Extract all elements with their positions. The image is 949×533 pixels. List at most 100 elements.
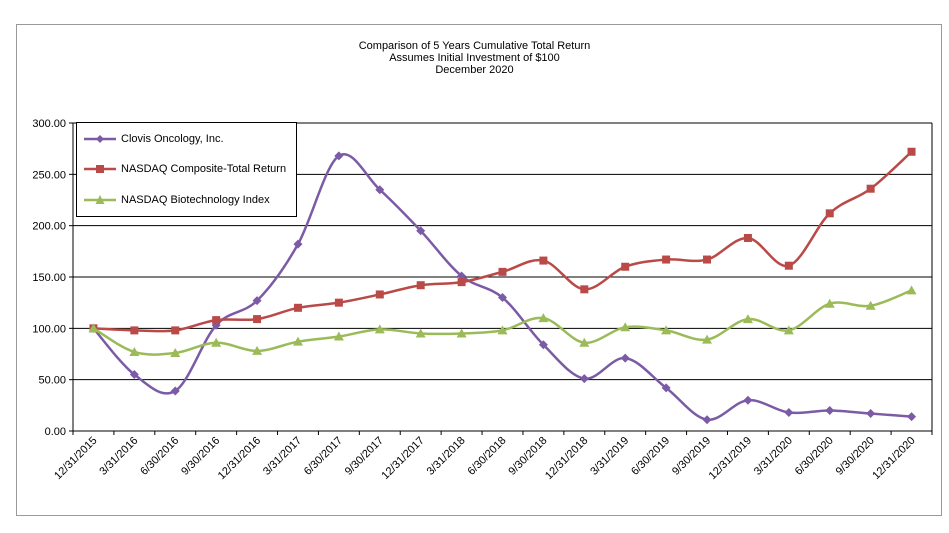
data-point-nasdaq-composite bbox=[825, 209, 834, 218]
x-tick-label: 12/31/2015 bbox=[52, 435, 99, 482]
data-point-nasdaq-biotech bbox=[906, 285, 917, 295]
legend-label-nasdaq-biotech: NASDAQ Biotechnology Index bbox=[121, 194, 270, 206]
legend-label-clovis: Clovis Oncology, Inc. bbox=[121, 133, 224, 145]
chart-frame bbox=[16, 24, 942, 516]
legend-label-nasdaq-composite: NASDAQ Composite-Total Return bbox=[121, 163, 287, 175]
data-point-clovis bbox=[579, 374, 589, 384]
data-point-nasdaq-composite bbox=[416, 281, 425, 290]
data-point-clovis bbox=[170, 386, 180, 396]
x-tick-label: 12/31/2019 bbox=[707, 435, 754, 482]
data-point-nasdaq-biotech bbox=[292, 336, 303, 346]
data-point-nasdaq-biotech bbox=[702, 334, 713, 344]
legend-marker-nasdaq-composite-icon bbox=[84, 165, 116, 173]
data-point-clovis bbox=[293, 239, 303, 249]
x-tick-label: 9/30/2018 bbox=[506, 435, 549, 478]
legend-marker-clovis-icon bbox=[84, 135, 116, 143]
data-point-nasdaq-biotech bbox=[211, 337, 222, 347]
x-tick-label: 3/31/2018 bbox=[425, 435, 468, 478]
data-point-nasdaq-composite bbox=[498, 267, 507, 276]
legend: Clovis Oncology, Inc. NASDAQ Composite-T… bbox=[76, 122, 297, 217]
legend-item-nasdaq-composite: NASDAQ Composite-Total Return bbox=[83, 162, 286, 176]
data-point-nasdaq-biotech bbox=[333, 331, 344, 341]
data-point-nasdaq-biotech bbox=[456, 328, 467, 338]
data-point-nasdaq-biotech bbox=[374, 324, 385, 334]
x-tick-label: 6/30/2017 bbox=[302, 435, 345, 478]
x-tick-label: 3/31/2016 bbox=[97, 435, 140, 478]
data-point-nasdaq-biotech bbox=[783, 325, 794, 335]
x-tick-label: 3/31/2017 bbox=[261, 435, 304, 478]
x-tick-label: 9/30/2016 bbox=[179, 435, 222, 478]
x-tick-label: 6/30/2020 bbox=[793, 435, 836, 478]
data-point-nasdaq-composite bbox=[212, 316, 221, 325]
data-point-clovis bbox=[620, 353, 630, 363]
data-point-nasdaq-composite bbox=[621, 262, 630, 271]
data-point-nasdaq-composite bbox=[907, 147, 916, 156]
series-nasdaq-biotech bbox=[88, 285, 917, 357]
x-tick-label: 6/30/2018 bbox=[466, 435, 509, 478]
data-point-clovis bbox=[743, 395, 753, 405]
data-point-nasdaq-biotech bbox=[620, 322, 631, 332]
y-tick-label: 200.00 bbox=[32, 221, 66, 233]
data-point-clovis bbox=[825, 405, 835, 415]
data-point-nasdaq-biotech bbox=[497, 325, 508, 335]
data-point-clovis bbox=[907, 412, 917, 422]
x-tick-label: 9/30/2019 bbox=[670, 435, 713, 478]
data-point-clovis bbox=[498, 293, 507, 303]
data-point-nasdaq-composite bbox=[743, 233, 752, 242]
x-tick-label: 12/31/2020 bbox=[870, 435, 917, 482]
data-point-clovis bbox=[129, 370, 139, 380]
legend-marker-nasdaq-biotech-icon bbox=[84, 195, 116, 204]
data-point-clovis bbox=[784, 408, 794, 418]
x-tick-label: 3/31/2020 bbox=[752, 435, 795, 478]
data-point-nasdaq-composite bbox=[784, 261, 793, 270]
chart-title: Comparison of 5 Years Cumulative Total R… bbox=[0, 40, 949, 76]
data-point-clovis bbox=[375, 185, 385, 195]
x-tick-label: 12/31/2018 bbox=[543, 435, 590, 482]
data-point-nasdaq-composite bbox=[253, 315, 262, 324]
x-tick-label: 12/31/2017 bbox=[379, 435, 426, 482]
data-point-nasdaq-biotech bbox=[661, 325, 672, 335]
data-point-clovis bbox=[866, 409, 876, 419]
x-tick-label: 9/30/2020 bbox=[834, 435, 877, 478]
series-nasdaq-composite bbox=[89, 147, 916, 335]
data-point-nasdaq-biotech bbox=[579, 337, 590, 347]
data-point-nasdaq-composite bbox=[580, 285, 589, 294]
data-point-nasdaq-biotech bbox=[742, 314, 753, 324]
data-point-clovis bbox=[334, 151, 344, 161]
y-tick-label: 0.00 bbox=[45, 426, 66, 438]
x-tick-label: 3/31/2019 bbox=[588, 435, 631, 478]
data-point-nasdaq-biotech bbox=[170, 347, 181, 357]
data-point-nasdaq-composite bbox=[375, 290, 384, 299]
x-tick-label: 6/30/2016 bbox=[138, 435, 181, 478]
y-tick-label: 50.00 bbox=[38, 375, 66, 387]
data-point-nasdaq-biotech bbox=[865, 300, 876, 310]
data-point-nasdaq-composite bbox=[866, 184, 875, 193]
x-tick-label: 12/31/2016 bbox=[216, 435, 263, 482]
series-line-clovis bbox=[92, 152, 912, 421]
y-tick-label: 100.00 bbox=[32, 323, 66, 335]
y-tick-label: 150.00 bbox=[32, 272, 66, 284]
data-point-nasdaq-composite bbox=[130, 326, 139, 335]
y-tick-label: 300.00 bbox=[32, 118, 66, 130]
data-point-nasdaq-biotech bbox=[252, 345, 263, 355]
data-point-clovis bbox=[416, 226, 426, 236]
data-point-nasdaq-biotech bbox=[824, 298, 835, 308]
legend-item-clovis: Clovis Oncology, Inc. bbox=[83, 132, 224, 146]
data-point-nasdaq-composite bbox=[703, 255, 712, 264]
chart-title-line-3: December 2020 bbox=[435, 64, 514, 76]
legend-item-nasdaq-biotech: NASDAQ Biotechnology Index bbox=[83, 193, 270, 207]
data-point-clovis bbox=[661, 383, 671, 393]
chart-title-line-1: Comparison of 5 Years Cumulative Total R… bbox=[358, 40, 591, 52]
data-point-nasdaq-composite bbox=[662, 255, 671, 264]
chart-title-line-2: Assumes Initial Investment of $100 bbox=[389, 52, 560, 64]
x-tick-label: 6/30/2019 bbox=[629, 435, 672, 478]
series-group bbox=[88, 147, 917, 425]
data-point-nasdaq-biotech bbox=[88, 323, 99, 333]
data-point-clovis bbox=[252, 296, 262, 306]
data-point-clovis bbox=[538, 340, 548, 350]
data-point-clovis bbox=[702, 415, 712, 425]
data-point-nasdaq-biotech bbox=[415, 328, 426, 338]
data-point-nasdaq-composite bbox=[334, 298, 343, 307]
data-point-nasdaq-biotech bbox=[129, 346, 140, 356]
